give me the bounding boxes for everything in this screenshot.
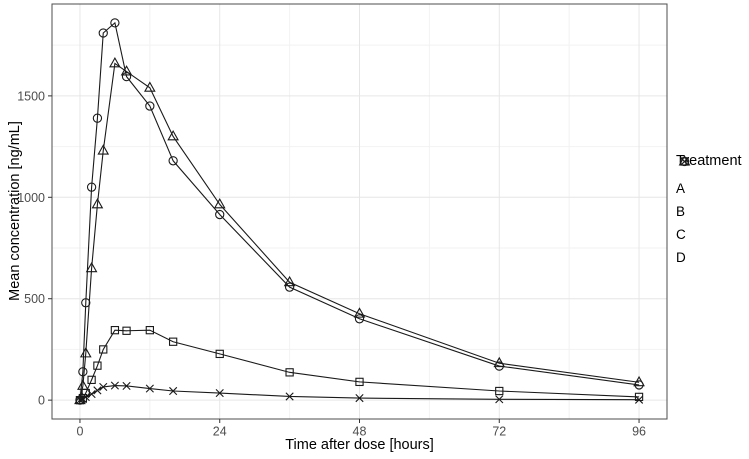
- marker-square: [215, 349, 224, 359]
- marker-x: [495, 395, 504, 404]
- marker-circle: [110, 18, 120, 28]
- marker-square: [680, 157, 689, 166]
- y-tick-label: 0: [38, 394, 45, 408]
- marker-x: [285, 392, 294, 401]
- legend-label-b: B: [676, 204, 686, 219]
- marker-x: [87, 389, 96, 399]
- legend-entry-c: C: [676, 157, 742, 246]
- x-tick-label: 24: [213, 425, 227, 439]
- marker-square: [355, 377, 364, 387]
- marker-square: [110, 326, 120, 335]
- marker-x: [215, 388, 224, 398]
- marker-triangle: [85, 261, 98, 273]
- marker-square: [93, 361, 102, 370]
- series-line-B: [79, 62, 640, 401]
- marker-x: [93, 386, 102, 395]
- x-tick-label: 0: [76, 425, 83, 439]
- marker-x: [122, 381, 131, 391]
- series-line-C: [79, 329, 640, 401]
- legend-entry-b: B: [676, 155, 742, 223]
- marker-square: [145, 326, 154, 335]
- marker-circle: [78, 367, 88, 377]
- marker-triangle: [283, 275, 296, 287]
- marker-circle: [168, 156, 178, 166]
- marker-circle: [354, 314, 365, 324]
- y-tick-label: 500: [24, 292, 45, 306]
- x-axis-title: Time after dose [hours]: [285, 437, 434, 453]
- marker-triangle: [493, 356, 506, 368]
- x-tick-label: 48: [353, 425, 367, 439]
- marker-triangle: [97, 144, 110, 155]
- marker-x: [169, 386, 178, 396]
- marker-circle: [145, 101, 155, 111]
- square-marker-icon: [680, 157, 689, 166]
- marker-triangle: [109, 57, 121, 68]
- marker-square: [285, 368, 294, 377]
- marker-x: [99, 382, 108, 392]
- series-B: [74, 57, 645, 405]
- marker-x: [145, 384, 154, 393]
- marker-x: [81, 393, 90, 402]
- marker-x: [634, 395, 644, 404]
- y-tick-label: 1500: [17, 89, 45, 103]
- legend: Treatment A B C D: [676, 153, 742, 269]
- marker-circle: [121, 71, 132, 82]
- marker-square: [99, 345, 108, 354]
- x-marker-icon: [680, 157, 689, 166]
- legend-label-a: A: [676, 181, 686, 196]
- marker-square: [168, 337, 178, 346]
- marker-circle: [284, 282, 295, 292]
- y-axis-title: Mean concentration [ng/mL]: [7, 121, 23, 301]
- legend-label-c: C: [676, 227, 686, 242]
- marker-square: [495, 386, 504, 396]
- marker-x: [680, 157, 689, 166]
- series-D: [75, 381, 644, 405]
- marker-triangle: [167, 130, 179, 141]
- x-tick-label: 72: [492, 425, 506, 439]
- marker-circle: [98, 28, 108, 38]
- marker-circle: [81, 298, 91, 308]
- marker-circle: [215, 209, 225, 220]
- marker-square: [122, 326, 131, 335]
- marker-square: [87, 375, 96, 385]
- marker-triangle: [91, 197, 104, 209]
- marker-triangle: [79, 347, 92, 358]
- x-tick-label: 96: [632, 425, 646, 439]
- series-line-A: [79, 21, 640, 401]
- marker-x: [355, 394, 364, 403]
- marker-circle: [92, 113, 103, 123]
- legend-title: Treatment: [676, 153, 742, 169]
- marker-triangle: [120, 65, 133, 76]
- marker-x: [75, 396, 85, 405]
- legend-label-d: D: [676, 250, 686, 265]
- marker-triangle: [143, 81, 156, 92]
- legend-entry-d: D: [676, 157, 742, 269]
- y-tick-label: 1000: [17, 191, 45, 205]
- marker-circle: [86, 182, 97, 192]
- legend-entry-a: A: [676, 156, 742, 200]
- marker-triangle: [633, 375, 645, 387]
- marker-triangle: [213, 197, 226, 209]
- marker-x: [110, 381, 119, 390]
- marker-triangle: [353, 307, 366, 318]
